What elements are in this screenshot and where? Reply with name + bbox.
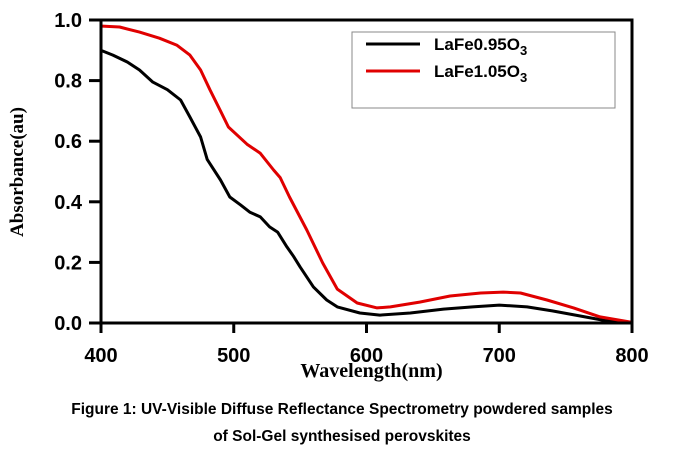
legend-label-main: LaFe0.95O (434, 35, 520, 54)
legend-label-subscript: 3 (520, 43, 527, 58)
y-tick-label: 0.4 (54, 192, 83, 214)
series-line-lafe1-05o3 (100, 24, 633, 324)
chart: 400 500 600 700 800 0.0 0.2 0.4 0.6 0.8 1.0 Wavel… (7, 10, 649, 382)
figure-caption: Figure 1: UV-Visible Diffuse Reflectance… (0, 396, 684, 450)
y-tick-label: 0.8 (54, 71, 82, 93)
x-axis-title: Wavelength(nm) (300, 360, 442, 382)
caption-line-2: of Sol-Gel synthesised perovskites (213, 428, 471, 445)
x-tick-label: 800 (615, 345, 648, 367)
legend-label-main: LaFe1.05O (434, 62, 520, 81)
x-tick-label: 400 (84, 345, 117, 367)
legend-label-subscript: 3 (520, 70, 527, 85)
x-tick-label: 500 (217, 345, 250, 367)
legend-label: LaFe1.05O3 (434, 62, 527, 85)
series-line-lafe0-95o3 (100, 49, 633, 324)
x-tick-label: 700 (483, 345, 516, 367)
y-tick-label: 0.6 (54, 131, 82, 153)
legend-label: LaFe0.95O3 (434, 35, 527, 58)
y-tick-label: 0.2 (54, 252, 82, 274)
x-axis-ticks: 400 500 600 700 800 (84, 323, 649, 367)
x-tick-label: 600 (350, 345, 383, 367)
series-layer (100, 24, 633, 324)
y-tick-label: 0.0 (54, 313, 82, 335)
y-axis-title: Absorbance(au) (7, 107, 28, 237)
caption-line-1: Figure 1: UV-Visible Diffuse Reflectance… (71, 401, 613, 418)
y-axis-ticks: 0.0 0.2 0.4 0.6 0.8 1.0 (54, 10, 101, 335)
y-tick-label: 1.0 (54, 10, 82, 32)
